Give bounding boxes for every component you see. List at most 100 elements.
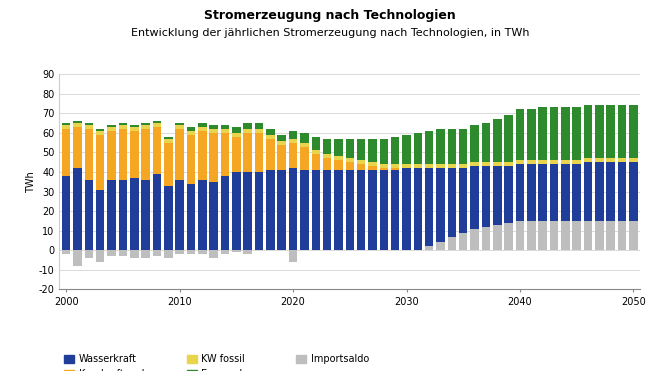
Bar bbox=[96, 250, 104, 262]
Bar bbox=[539, 108, 547, 160]
Bar bbox=[62, 123, 71, 125]
Bar bbox=[607, 158, 615, 162]
Bar bbox=[527, 221, 535, 250]
Bar bbox=[73, 121, 82, 123]
Bar bbox=[289, 139, 298, 143]
Bar bbox=[266, 139, 275, 170]
Bar bbox=[561, 160, 570, 164]
Bar bbox=[447, 164, 456, 168]
Bar bbox=[96, 129, 104, 131]
Bar bbox=[323, 170, 331, 250]
Bar bbox=[73, 250, 82, 266]
Bar bbox=[527, 164, 535, 250]
Bar bbox=[618, 158, 626, 162]
Bar bbox=[334, 139, 343, 156]
Bar bbox=[583, 105, 592, 158]
Bar bbox=[414, 164, 422, 168]
Bar bbox=[220, 125, 229, 129]
Bar bbox=[607, 105, 615, 158]
Bar bbox=[550, 160, 558, 164]
Bar bbox=[312, 137, 320, 151]
Bar bbox=[108, 125, 116, 127]
Bar bbox=[572, 108, 581, 160]
Bar bbox=[164, 143, 172, 186]
Bar bbox=[220, 250, 229, 254]
Bar bbox=[595, 221, 604, 250]
Bar bbox=[187, 250, 195, 254]
Bar bbox=[255, 129, 263, 133]
Bar bbox=[209, 250, 218, 258]
Bar bbox=[119, 129, 127, 180]
Bar bbox=[108, 180, 116, 250]
Bar bbox=[379, 139, 388, 164]
Bar bbox=[312, 170, 320, 250]
Bar bbox=[357, 139, 366, 160]
Bar bbox=[152, 123, 161, 127]
Bar bbox=[266, 135, 275, 139]
Bar bbox=[84, 180, 93, 250]
Bar bbox=[493, 166, 502, 250]
Bar bbox=[459, 164, 467, 168]
Bar bbox=[108, 131, 116, 180]
Bar bbox=[583, 158, 592, 162]
Bar bbox=[414, 133, 422, 164]
Bar bbox=[96, 190, 104, 250]
Bar bbox=[391, 137, 399, 164]
Bar bbox=[164, 139, 172, 143]
Bar bbox=[277, 135, 286, 141]
Bar bbox=[255, 123, 263, 129]
Bar bbox=[209, 133, 218, 182]
Bar bbox=[436, 242, 445, 250]
Bar bbox=[300, 147, 309, 170]
Bar bbox=[334, 156, 343, 160]
Bar bbox=[583, 221, 592, 250]
Bar bbox=[482, 162, 490, 166]
Bar bbox=[119, 125, 127, 129]
Bar bbox=[84, 123, 93, 125]
Bar bbox=[232, 137, 241, 172]
Bar bbox=[62, 176, 71, 250]
Bar bbox=[550, 108, 558, 160]
Bar bbox=[595, 158, 604, 162]
Bar bbox=[493, 119, 502, 162]
Bar bbox=[119, 123, 127, 125]
Bar bbox=[368, 170, 377, 250]
Bar bbox=[312, 154, 320, 170]
Bar bbox=[62, 250, 71, 254]
Bar bbox=[176, 129, 184, 180]
Bar bbox=[209, 182, 218, 250]
Bar bbox=[504, 162, 513, 166]
Bar bbox=[539, 164, 547, 250]
Bar bbox=[515, 164, 524, 250]
Bar bbox=[84, 125, 93, 129]
Bar bbox=[515, 160, 524, 164]
Bar bbox=[198, 123, 207, 127]
Bar bbox=[277, 170, 286, 250]
Bar bbox=[493, 162, 502, 166]
Bar bbox=[119, 250, 127, 256]
Bar bbox=[232, 250, 241, 252]
Bar bbox=[130, 127, 139, 131]
Bar bbox=[527, 160, 535, 164]
Bar bbox=[482, 123, 490, 162]
Bar bbox=[141, 123, 150, 125]
Y-axis label: TWh: TWh bbox=[26, 171, 36, 193]
Bar bbox=[232, 127, 241, 133]
Bar bbox=[629, 105, 638, 158]
Bar bbox=[187, 127, 195, 131]
Bar bbox=[187, 131, 195, 135]
Bar bbox=[379, 170, 388, 250]
Bar bbox=[572, 221, 581, 250]
Bar bbox=[289, 250, 298, 262]
Bar bbox=[402, 164, 411, 168]
Bar bbox=[244, 172, 252, 250]
Bar bbox=[141, 125, 150, 129]
Bar bbox=[130, 131, 139, 178]
Bar bbox=[346, 170, 354, 250]
Bar bbox=[312, 151, 320, 154]
Bar bbox=[198, 127, 207, 131]
Bar bbox=[277, 141, 286, 145]
Bar bbox=[447, 129, 456, 164]
Bar bbox=[629, 221, 638, 250]
Bar bbox=[368, 139, 377, 162]
